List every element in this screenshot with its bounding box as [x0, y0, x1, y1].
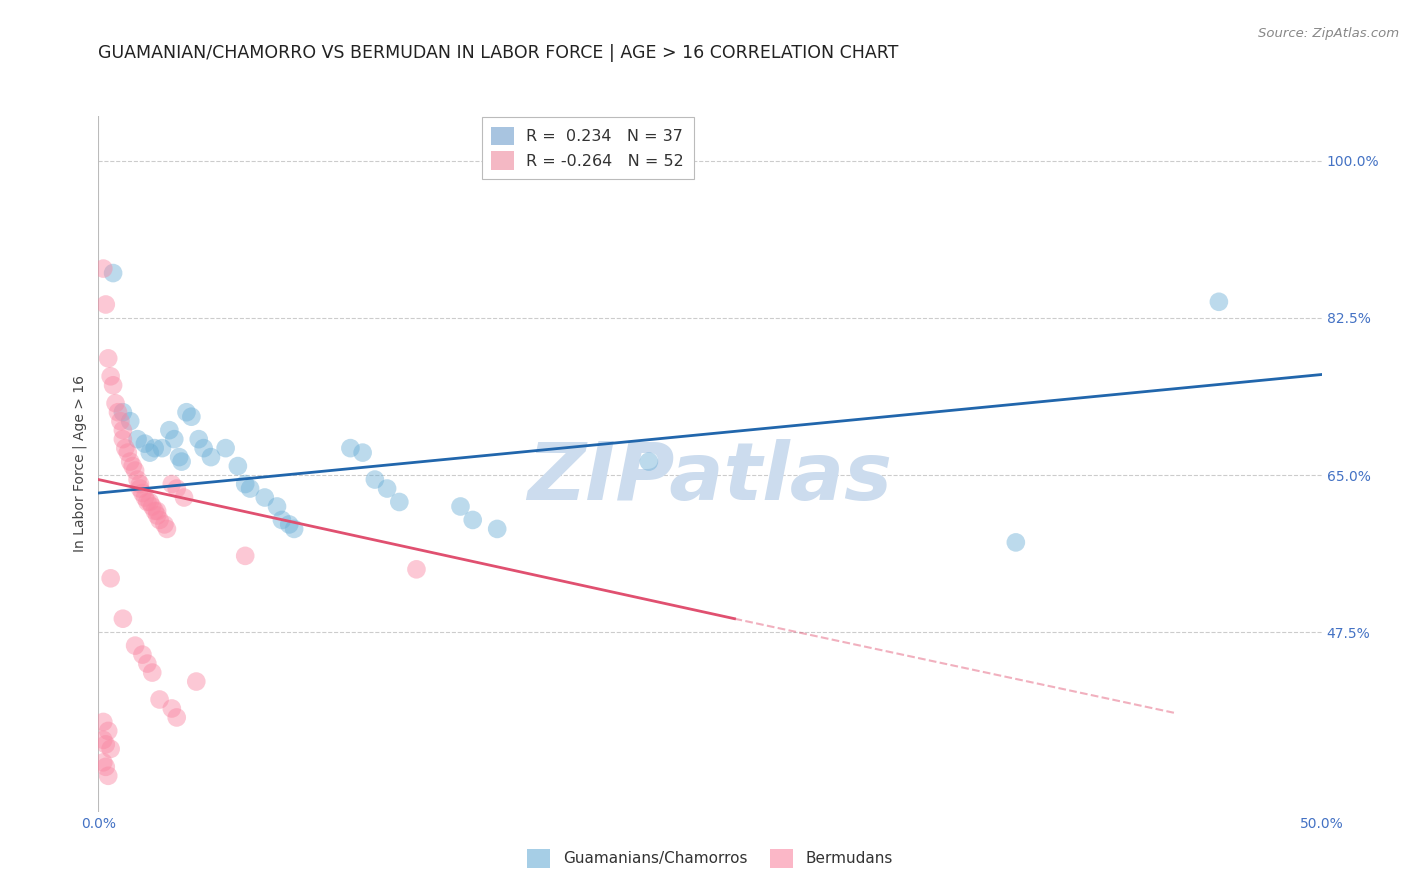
Point — [111, 423, 134, 437]
Point — [94, 738, 117, 752]
Point — [150, 441, 173, 455]
Point — [170, 454, 193, 468]
Point — [157, 423, 180, 437]
Point — [91, 714, 114, 729]
Point — [121, 459, 143, 474]
Point — [120, 454, 142, 468]
Point — [97, 723, 120, 738]
Point — [97, 769, 120, 783]
Point — [141, 500, 163, 514]
Point — [114, 441, 136, 455]
Point — [124, 464, 146, 478]
Text: Source: ZipAtlas.com: Source: ZipAtlas.com — [1258, 27, 1399, 40]
Point — [149, 513, 172, 527]
Point — [129, 482, 152, 496]
Y-axis label: In Labor Force | Age > 16: In Labor Force | Age > 16 — [73, 376, 87, 552]
Point — [100, 571, 122, 585]
Point — [638, 454, 661, 468]
Point — [143, 504, 166, 518]
Point — [226, 459, 249, 474]
Point — [146, 508, 169, 523]
Point — [120, 414, 142, 428]
Point — [339, 441, 361, 455]
Point — [1208, 294, 1230, 309]
Point — [94, 297, 117, 311]
Point — [364, 473, 387, 487]
Point — [131, 648, 153, 662]
Point — [127, 473, 149, 487]
Point — [173, 491, 195, 505]
Point — [110, 414, 132, 428]
Point — [270, 513, 294, 527]
Legend: Guamanians/Chamorros, Bermudans: Guamanians/Chamorros, Bermudans — [522, 843, 898, 873]
Point — [186, 674, 208, 689]
Point — [149, 692, 172, 706]
Point — [104, 396, 127, 410]
Point — [253, 491, 276, 505]
Point — [156, 522, 179, 536]
Point — [1004, 535, 1026, 549]
Point — [405, 562, 427, 576]
Point — [97, 351, 120, 366]
Point — [160, 701, 183, 715]
Point — [111, 405, 134, 419]
Point — [111, 612, 134, 626]
Point — [176, 405, 198, 419]
Point — [167, 450, 190, 464]
Point — [166, 710, 188, 724]
Point — [266, 500, 288, 514]
Point — [153, 517, 176, 532]
Point — [141, 665, 163, 680]
Point — [100, 369, 122, 384]
Point — [107, 405, 129, 419]
Point — [233, 477, 256, 491]
Point — [100, 742, 122, 756]
Point — [166, 482, 188, 496]
Point — [136, 495, 159, 509]
Point — [143, 441, 166, 455]
Point — [187, 432, 209, 446]
Point — [233, 549, 256, 563]
Point — [91, 732, 114, 747]
Point — [139, 495, 162, 509]
Point — [111, 432, 134, 446]
Point — [131, 486, 153, 500]
Point — [461, 513, 484, 527]
Point — [283, 522, 305, 536]
Point — [278, 517, 301, 532]
Point — [163, 432, 186, 446]
Point — [134, 436, 156, 450]
Point — [139, 445, 162, 459]
Point — [352, 445, 374, 459]
Point — [117, 445, 139, 459]
Point — [127, 432, 149, 446]
Point — [124, 639, 146, 653]
Point — [486, 522, 509, 536]
Point — [180, 409, 202, 424]
Point — [101, 266, 124, 280]
Point — [214, 441, 236, 455]
Point — [94, 760, 117, 774]
Point — [375, 482, 398, 496]
Point — [136, 657, 159, 671]
Point — [450, 500, 472, 514]
Point — [146, 504, 169, 518]
Point — [239, 482, 262, 496]
Point — [91, 756, 114, 770]
Point — [129, 477, 152, 491]
Point — [101, 378, 124, 392]
Point — [134, 491, 156, 505]
Point — [91, 261, 114, 276]
Point — [200, 450, 222, 464]
Text: GUAMANIAN/CHAMORRO VS BERMUDAN IN LABOR FORCE | AGE > 16 CORRELATION CHART: GUAMANIAN/CHAMORRO VS BERMUDAN IN LABOR … — [98, 45, 898, 62]
Point — [193, 441, 215, 455]
Point — [160, 477, 183, 491]
Point — [388, 495, 411, 509]
Text: ZIPatlas: ZIPatlas — [527, 439, 893, 516]
